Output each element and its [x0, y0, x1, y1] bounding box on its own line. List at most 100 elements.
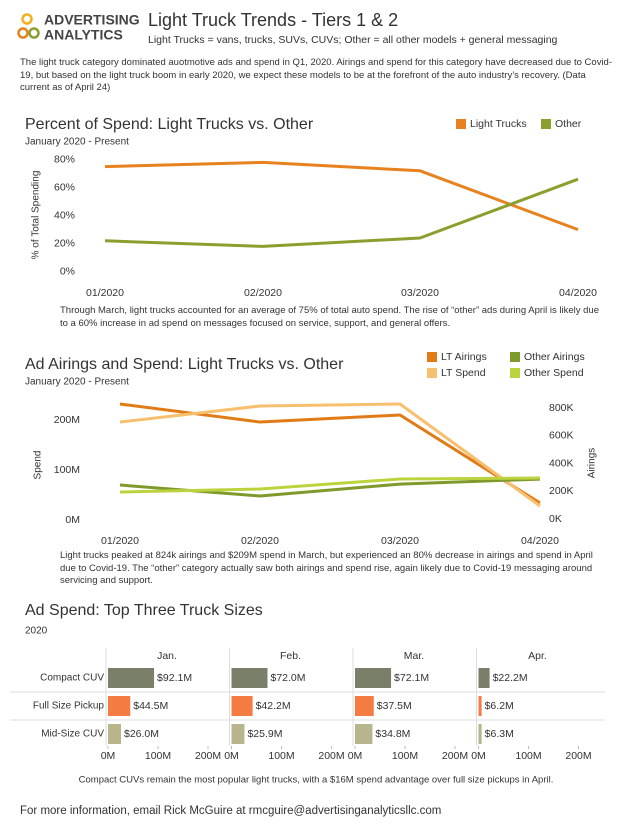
legend-label: Light Trucks: [470, 118, 527, 130]
value-label: $37.5M: [377, 700, 412, 712]
x-tick-label: 04/2020: [559, 287, 597, 299]
x-tick-label: 200M: [318, 750, 344, 762]
x-tick-label: 200M: [442, 750, 468, 762]
y2-tick-label: 600K: [549, 430, 574, 442]
value-label: $25.9M: [247, 728, 282, 740]
legend-label: LT Spend: [441, 367, 486, 379]
y2-tick-label: 800K: [549, 402, 574, 414]
y-tick-label: 0%: [60, 265, 75, 277]
x-tick-label: 01/2020: [101, 535, 139, 547]
footer: For more information, email Rick McGuire…: [20, 805, 441, 817]
y2-tick-label: 200K: [549, 485, 574, 497]
value-label: $6.3M: [485, 728, 514, 740]
bar: [231, 668, 268, 688]
logo-text: ANALYTICS: [44, 27, 123, 43]
x-tick-label: 0M: [348, 750, 363, 762]
legend-swatch: [510, 368, 520, 378]
y-axis-title: % of Total Spending: [31, 171, 42, 260]
legend-swatch: [510, 352, 520, 362]
value-label: $22.2M: [493, 672, 528, 684]
x-tick-label: 0M: [101, 750, 116, 762]
line-series: [104, 160, 579, 232]
chart-caption: Compact CUVs remain the most popular lig…: [79, 775, 554, 786]
line-series: [119, 402, 541, 505]
legend-label: Other: [555, 118, 582, 130]
chart-title: Percent of Spend: Light Trucks vs. Other: [25, 116, 314, 133]
line-series: [119, 476, 541, 494]
chart-subtitle: January 2020 - Present: [25, 377, 129, 388]
logo-icon: [17, 13, 40, 39]
panel-header: Feb.: [280, 650, 301, 662]
bar: [478, 724, 482, 744]
chart-title: Ad Spend: Top Three Truck Sizes: [25, 602, 263, 619]
legend-label: Other Airings: [524, 351, 585, 363]
bar: [108, 696, 131, 716]
value-label: $72.1M: [394, 672, 429, 684]
line-series: [119, 477, 541, 498]
chart-caption: Light trucks peaked at 824k airings and …: [60, 550, 593, 586]
legend-swatch: [427, 368, 437, 378]
logo-text: ADVERTISING: [44, 12, 140, 28]
value-label: $92.1M: [157, 672, 192, 684]
x-tick-label: 01/2020: [86, 287, 124, 299]
x-tick-label: 100M: [145, 750, 171, 762]
y-tick-label: 20%: [54, 237, 75, 249]
legend-label: LT Airings: [441, 351, 487, 363]
x-tick-label: 02/2020: [241, 535, 279, 547]
x-tick-label: 03/2020: [401, 287, 439, 299]
x-tick-label: 100M: [392, 750, 418, 762]
bar: [355, 724, 373, 744]
panel-header: Jan.: [157, 650, 177, 662]
value-label: $72.0M: [271, 672, 306, 684]
y-tick-label: 60%: [54, 181, 75, 193]
legend-swatch: [541, 119, 551, 129]
bar: [231, 724, 245, 744]
y2-axis-title: Airings: [587, 448, 598, 479]
x-tick-label: 03/2020: [381, 535, 419, 547]
bar: [355, 696, 374, 716]
value-label: $26.0M: [124, 728, 159, 740]
value-label: $34.8M: [375, 728, 410, 740]
y-axis-title: Spend: [33, 451, 44, 480]
y-tick-label: 40%: [54, 209, 75, 221]
x-tick-label: 100M: [515, 750, 541, 762]
y-tick-label: 200M: [54, 414, 80, 426]
panel-header: Mar.: [404, 650, 424, 662]
value-label: $44.5M: [133, 700, 168, 712]
x-tick-label: 02/2020: [244, 287, 282, 299]
legend-label: Other Spend: [524, 367, 584, 379]
value-label: $42.2M: [256, 700, 291, 712]
intro: The light truck category dominated auotm…: [20, 57, 612, 93]
row-label: Mid-Size CUV: [41, 729, 104, 740]
row-label: Full Size Pickup: [33, 701, 105, 712]
bar: [231, 696, 253, 716]
bar: [355, 668, 392, 688]
x-tick-label: 0M: [471, 750, 486, 762]
x-tick-label: 100M: [268, 750, 294, 762]
panel-header: Apr.: [528, 650, 547, 662]
chart-caption: Through March, light trucks accounted fo…: [60, 305, 599, 329]
y-tick-label: 100M: [54, 464, 80, 476]
y2-tick-label: 400K: [549, 457, 574, 469]
x-tick-label: 0M: [224, 750, 239, 762]
x-tick-label: 200M: [195, 750, 221, 762]
chart-title: Ad Airings and Spend: Light Trucks vs. O…: [25, 356, 344, 373]
page-subtitle: Light Trucks = vans, trucks, SUVs, CUVs;…: [148, 34, 558, 46]
bar: [478, 696, 482, 716]
chart-subtitle: 2020: [25, 626, 48, 637]
value-label: $6.2M: [485, 700, 514, 712]
line-series: [104, 177, 579, 248]
legend-swatch: [456, 119, 466, 129]
line-series: [119, 402, 541, 508]
legend-swatch: [427, 352, 437, 362]
y-tick-label: 0M: [65, 514, 80, 526]
x-tick-label: 04/2020: [521, 535, 559, 547]
chart-subtitle: January 2020 - Present: [25, 137, 129, 148]
y2-tick-label: 0K: [549, 513, 562, 525]
bar: [478, 668, 490, 688]
y-tick-label: 80%: [54, 153, 75, 165]
x-tick-label: 200M: [565, 750, 591, 762]
page-title: Light Truck Trends - Tiers 1 & 2: [148, 10, 398, 30]
row-label: Compact CUV: [40, 673, 104, 684]
